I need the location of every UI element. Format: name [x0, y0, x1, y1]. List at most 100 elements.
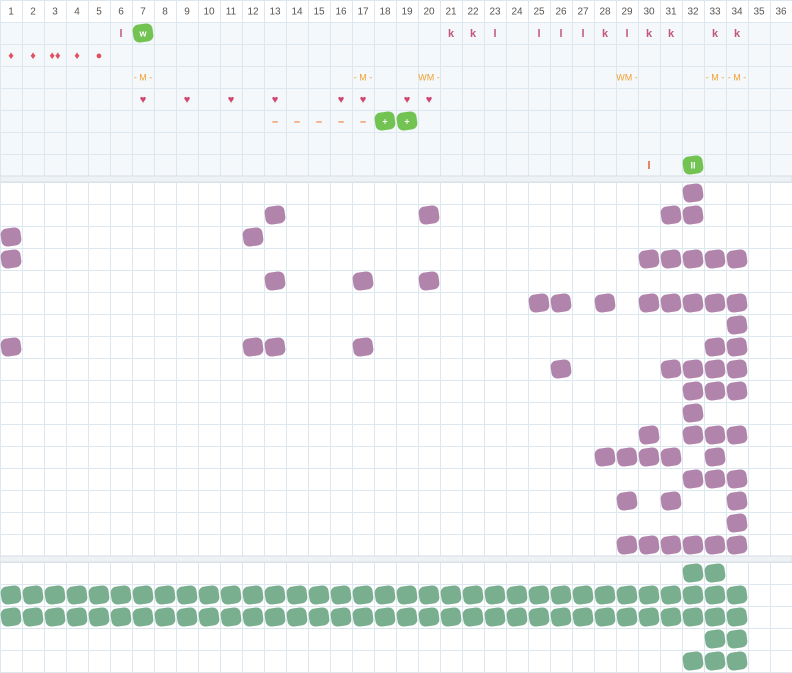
column-number: 24: [511, 7, 523, 18]
purple-block: [726, 513, 748, 533]
green-block: [88, 607, 110, 627]
cell-label: - M -: [354, 72, 373, 82]
column-number: 17: [357, 7, 369, 18]
green-block: [726, 629, 748, 649]
green-block: [418, 585, 440, 605]
green-block: [396, 607, 418, 627]
badge: [374, 111, 396, 131]
green-block: [374, 607, 396, 627]
purple-block: [704, 447, 726, 467]
purple-block: [528, 293, 550, 313]
column-number: 14: [291, 7, 303, 18]
cell-label: ♦: [74, 50, 80, 62]
green-block: [132, 585, 154, 605]
green-block: [66, 585, 88, 605]
purple-block: [638, 249, 660, 269]
green-block: [242, 585, 264, 605]
green-block: [0, 585, 22, 605]
purple-block: [726, 381, 748, 401]
green-block: [462, 607, 484, 627]
cell-label: k: [602, 28, 609, 40]
green-block: [374, 585, 396, 605]
green-block: [198, 607, 220, 627]
green-block: [418, 607, 440, 627]
cell-label: l: [119, 28, 122, 40]
cell-label: k: [734, 28, 741, 40]
column-number: 9: [184, 7, 190, 18]
cell-label: WM -: [616, 72, 638, 82]
purple-block: [704, 381, 726, 401]
cell-label: - M -: [706, 72, 725, 82]
purple-block: [550, 293, 572, 313]
purple-block: [638, 425, 660, 445]
purple-block: [660, 491, 682, 511]
purple-block: [264, 205, 286, 225]
green-block: [440, 607, 462, 627]
column-number: 28: [599, 7, 611, 18]
purple-block: [0, 337, 22, 357]
column-number: 35: [753, 7, 765, 18]
column-number: 8: [162, 7, 168, 18]
green-block: [264, 585, 286, 605]
cell-label: –: [294, 116, 300, 128]
purple-block: [726, 249, 748, 269]
purple-block: [352, 271, 374, 291]
badge-label: w: [138, 28, 147, 38]
green-block: [638, 585, 660, 605]
column-number: 25: [533, 7, 545, 18]
green-block: [44, 585, 66, 605]
column-number: 33: [709, 7, 721, 18]
green-block: [110, 585, 132, 605]
purple-block: [726, 469, 748, 489]
green-block: [550, 607, 572, 627]
cell-label: –: [316, 116, 322, 128]
cell-label: –: [360, 116, 366, 128]
cell-label: –: [338, 116, 344, 128]
green-block: [506, 585, 528, 605]
green-block: [154, 585, 176, 605]
badge-label: +: [404, 116, 409, 126]
green-block: [704, 651, 726, 671]
purple-block: [704, 293, 726, 313]
green-block: [220, 607, 242, 627]
green-block: [286, 585, 308, 605]
cell-label: WM -: [418, 72, 440, 82]
cell-label: l: [493, 28, 496, 40]
cell-label: ♥: [272, 94, 279, 106]
green-block: [660, 607, 682, 627]
column-number: 12: [247, 7, 259, 18]
column-number: 5: [96, 7, 102, 18]
purple-block: [0, 249, 22, 269]
purple-block: [660, 249, 682, 269]
green-block: [594, 585, 616, 605]
column-number: 15: [313, 7, 325, 18]
green-block: [176, 607, 198, 627]
purple-block: [660, 447, 682, 467]
purple-block: [704, 249, 726, 269]
green-block: [330, 607, 352, 627]
purple-block: [660, 293, 682, 313]
purple-block: [660, 359, 682, 379]
green-block: [616, 607, 638, 627]
purple-block: [704, 535, 726, 555]
column-number: 32: [687, 7, 699, 18]
cell-label: l: [647, 160, 650, 172]
cell-label: ♦: [30, 50, 36, 62]
purple-block: [726, 337, 748, 357]
purple-block: [616, 447, 638, 467]
purple-block: [726, 491, 748, 511]
purple-block: [704, 425, 726, 445]
purple-block: [704, 337, 726, 357]
column-number: 34: [731, 7, 743, 18]
green-block: [682, 607, 704, 627]
purple-block: [682, 535, 704, 555]
column-number: 11: [226, 7, 237, 18]
green-block: [88, 585, 110, 605]
green-block: [198, 585, 220, 605]
cell-label: –: [272, 116, 278, 128]
green-block: [726, 607, 748, 627]
green-block: [682, 651, 704, 671]
purple-block: [550, 359, 572, 379]
purple-block: [660, 205, 682, 225]
